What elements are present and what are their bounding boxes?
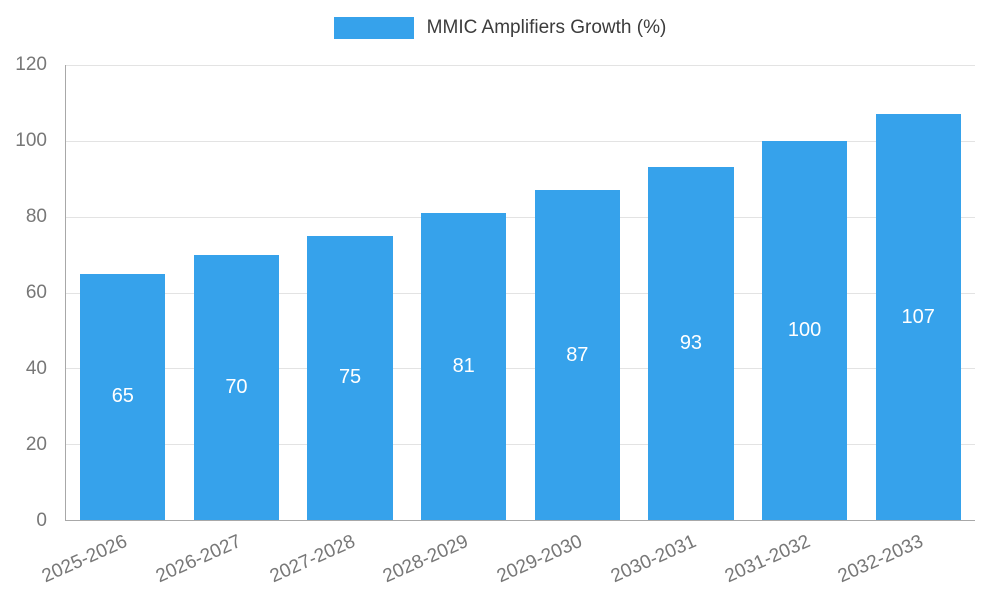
gridline xyxy=(66,292,975,294)
x-tick-label: 2027-2028 xyxy=(266,531,358,588)
bar-value-label: 93 xyxy=(679,332,703,355)
bar-value-label: 107 xyxy=(901,305,935,328)
y-axis: 0 20 40 60 80 100 120 xyxy=(0,54,57,531)
bar-value-label: 100 xyxy=(787,318,822,341)
gridline xyxy=(66,216,975,218)
x-tick-label: 2030-2031 xyxy=(607,531,700,588)
gridline xyxy=(66,368,975,370)
y-tick-label: 40 xyxy=(25,357,47,379)
bar-2030-2031: 93 xyxy=(648,167,734,520)
y-tick-label: 120 xyxy=(15,54,47,75)
legend-title: MMIC Amplifiers Growth (%) xyxy=(426,17,667,38)
legend-swatch xyxy=(333,17,414,39)
bar-2026-2027: 70 xyxy=(193,254,280,520)
bar-2028-2029: 81 xyxy=(421,212,507,520)
x-tick-label: 2025-2026 xyxy=(38,531,131,588)
y-tick-label: 20 xyxy=(25,434,47,455)
x-tick-label: 2028-2029 xyxy=(380,531,472,588)
bar-2027-2028: 75 xyxy=(307,235,393,520)
chart-legend: MMIC Amplifiers Growth (%) xyxy=(0,17,1000,39)
plot-area: 65 70 75 81 87 93 100 107 xyxy=(65,65,975,521)
bar-2025-2026: 65 xyxy=(80,273,166,520)
x-tick-label: 2029-2030 xyxy=(493,531,586,588)
gridline xyxy=(66,140,975,142)
y-tick-label: 100 xyxy=(15,129,47,151)
bar-value-label: 65 xyxy=(111,385,134,408)
x-axis: 2025-2026 2026-2027 2027-2028 2028-2029 2029… xyxy=(39,521,975,600)
x-tick-label: 2026-2027 xyxy=(152,531,245,588)
gridline xyxy=(66,65,975,66)
bar-2031-2032: 100 xyxy=(761,140,848,520)
gridline xyxy=(66,444,975,446)
bar-2032-2033: 107 xyxy=(875,114,961,520)
bar-2029-2030: 87 xyxy=(534,190,620,520)
bar-value-label: 87 xyxy=(566,343,589,366)
x-tick-label: 2031-2032 xyxy=(721,531,813,588)
y-tick-label: 0 xyxy=(36,510,47,531)
bar-value-label: 70 xyxy=(225,375,248,398)
y-tick-label: 80 xyxy=(25,205,47,227)
y-tick-label: 60 xyxy=(25,282,47,303)
bar-value-label: 75 xyxy=(338,366,362,389)
bar-value-label: 81 xyxy=(452,354,475,377)
x-tick-label: 2032-2033 xyxy=(835,531,927,588)
